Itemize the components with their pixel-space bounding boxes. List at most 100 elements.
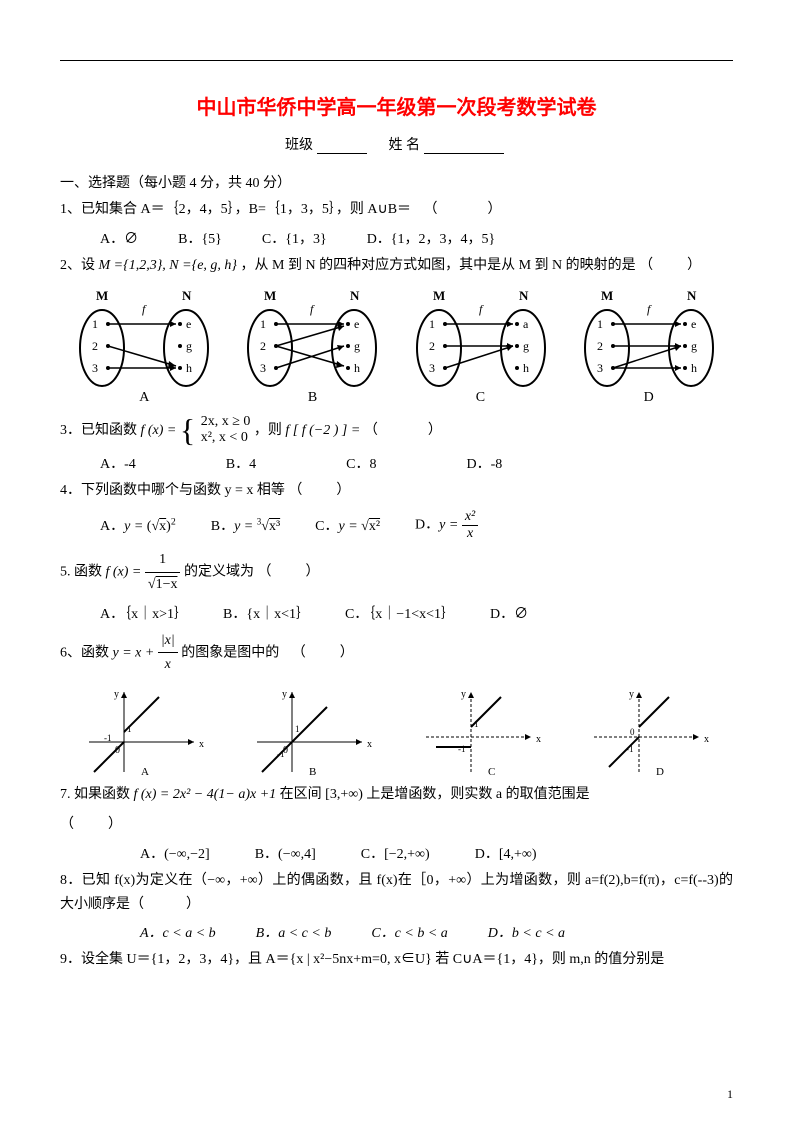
top-rule xyxy=(60,60,733,61)
question-6: 6、函数 y = x + |x| x 的图象是图中的 （ ） xyxy=(60,629,733,678)
exam-title: 中山市华侨中学高一年级第一次段考数学试卷 xyxy=(60,91,733,120)
q5-paren: （ ） xyxy=(257,565,321,580)
svg-text:N: N xyxy=(350,288,360,303)
q5-frac: 1 √1−x xyxy=(145,548,181,597)
q4-options: A．y = (√x)2 B．y = 3√x³ C．y = √x² D．y = x… xyxy=(100,509,733,542)
q6-paren: （ ） xyxy=(283,645,356,660)
q3-opt-d[interactable]: D．-8 xyxy=(466,453,502,473)
mapping-diagram-b: M N f 1 2 3 e g h xyxy=(242,288,382,388)
q1-paren: （ ） xyxy=(415,202,504,217)
q2-paren: （ ） xyxy=(639,258,703,273)
q7-opt-c[interactable]: C．[−2,+∞) xyxy=(361,843,430,863)
svg-text:e: e xyxy=(691,317,696,331)
q2-diagram-row: M N f 1 2 3 e g h M N f 1 2 3 e g xyxy=(60,288,733,388)
q7-opt-a[interactable]: A．(−∞,−2] xyxy=(140,843,210,863)
q3-paren: （ ） xyxy=(364,423,444,438)
q2-label-c[interactable]: C xyxy=(476,390,485,406)
q1-opt-d[interactable]: D．{1，2，3，4，5} xyxy=(367,228,496,248)
question-3: 3．已知函数 f (x) = { 2x, x ≥ 0 x², x < 0 ，则 … xyxy=(60,414,733,448)
q3-piecewise: 2x, x ≥ 0 x², x < 0 xyxy=(201,414,251,448)
q3-expr: f [ f (−2 ) ] = xyxy=(285,423,360,438)
svg-text:h: h xyxy=(354,361,360,375)
svg-text:x: x xyxy=(367,739,372,750)
q4-opt-d[interactable]: D．y = x²x xyxy=(415,509,478,542)
q7-expr: f (x) = 2x² − 4(1− a)x +1 xyxy=(134,787,277,802)
svg-text:3: 3 xyxy=(597,361,603,375)
q5-opt-b[interactable]: B．{x｜x<1｝ xyxy=(223,603,310,623)
q2-label-d[interactable]: D xyxy=(644,390,654,406)
question-2: 2、设 M ={1,2,3}, N ={e, g, h} ，从 M 到 N 的四… xyxy=(60,254,733,278)
q5-opt-a[interactable]: A．｛x｜x>1｝ xyxy=(100,603,188,623)
q1-options: A．∅ B．{5} C．{1，3} D．{1，2，3，4，5} xyxy=(100,228,733,248)
q5-opt-d[interactable]: D．∅ xyxy=(490,603,528,623)
svg-text:g: g xyxy=(691,339,697,353)
q6-prefix: 6、函数 xyxy=(60,645,109,660)
class-label: 班级 xyxy=(285,138,313,153)
svg-text:1: 1 xyxy=(295,724,300,734)
graph-c: xy 1-1 C xyxy=(416,687,546,777)
svg-text:h: h xyxy=(523,361,529,375)
class-blank[interactable] xyxy=(317,139,367,154)
q3-fx: f (x) = xyxy=(141,423,177,438)
name-label: 姓 名 xyxy=(389,138,421,153)
page-number: 1 xyxy=(727,1087,733,1102)
q2-label-b[interactable]: B xyxy=(308,390,317,406)
q7-opt-d[interactable]: D．[4,+∞) xyxy=(475,843,537,863)
q6-graphs: xy 0 -11 A xy 0 1-1 B xy 1-1 C xyxy=(60,687,733,777)
q4-text: 4．下列函数中哪个与函数 y = x 相等 xyxy=(60,483,285,498)
svg-text:2: 2 xyxy=(597,339,603,353)
svg-text:g: g xyxy=(186,339,192,353)
svg-text:M: M xyxy=(264,288,276,303)
svg-text:e: e xyxy=(354,317,359,331)
svg-text:B: B xyxy=(309,766,316,777)
svg-text:f: f xyxy=(142,302,147,316)
question-1: 1、已知集合 A＝｛2，4，5｝，B=｛1，3，5｝，则 A∪B＝ （ ） xyxy=(60,198,733,222)
q1-opt-b[interactable]: B．{5} xyxy=(178,228,222,248)
mapping-diagram-d: M N f 1 2 3 e g h xyxy=(579,288,719,388)
svg-text:e: e xyxy=(186,317,191,331)
svg-text:2: 2 xyxy=(260,339,266,353)
q8-opt-c[interactable]: C．c < b < a xyxy=(371,922,447,942)
q4-opt-b[interactable]: B．y = 3√x³ xyxy=(211,515,280,535)
svg-text:a: a xyxy=(523,317,529,331)
mapping-diagram-c: M N f 1 2 3 a g h xyxy=(411,288,551,388)
graph-b: xy 0 1-1 B xyxy=(247,687,377,777)
svg-text:1: 1 xyxy=(92,317,98,331)
q8-opt-d[interactable]: D．b < c < a xyxy=(488,922,565,942)
svg-text:x: x xyxy=(704,734,709,745)
q3-opt-c[interactable]: C．8 xyxy=(346,453,376,473)
q4-opt-c[interactable]: C．y = √x² xyxy=(315,515,380,535)
q5-options: A．｛x｜x>1｝ B．{x｜x<1｝ C．｛x｜−1<x<1｝ D．∅ xyxy=(100,603,733,623)
svg-text:y: y xyxy=(629,689,634,700)
q1-opt-a[interactable]: A．∅ xyxy=(100,228,138,248)
q2-prefix: 2、设 xyxy=(60,258,95,273)
q8-opt-b[interactable]: B．a < c < b xyxy=(256,922,332,942)
q5-fx: f (x) = xyxy=(106,565,142,580)
q3-opt-b[interactable]: B．4 xyxy=(226,453,256,473)
q7-opt-b[interactable]: B．(−∞,4] xyxy=(255,843,316,863)
q2-label-a[interactable]: A xyxy=(139,390,149,406)
q7-mid: 在区间 xyxy=(280,787,322,802)
q5-suffix: 的定义域为 xyxy=(184,565,254,580)
q5-opt-c[interactable]: C．｛x｜−1<x<1｝ xyxy=(345,603,455,623)
q8-opt-a[interactable]: A．c < a < b xyxy=(140,922,216,942)
q3-options: A．-4 B．4 C．8 D．-8 xyxy=(100,453,733,473)
svg-text:M: M xyxy=(433,288,445,303)
q3-opt-a[interactable]: A．-4 xyxy=(100,453,136,473)
section-1-heading: 一、选择题（每小题 4 分，共 40 分） xyxy=(60,172,733,192)
q3-line2: x², x < 0 xyxy=(201,430,251,447)
svg-text:2: 2 xyxy=(429,339,435,353)
svg-text:g: g xyxy=(354,339,360,353)
svg-text:M: M xyxy=(601,288,613,303)
q4-opt-a[interactable]: A．y = (√x)2 xyxy=(100,515,176,535)
q2-labels: A B C D xyxy=(60,390,733,406)
name-blank[interactable] xyxy=(424,139,504,154)
svg-text:M: M xyxy=(96,288,108,303)
q5-prefix: 5. 函数 xyxy=(60,565,102,580)
q3-mid: ，则 xyxy=(254,423,282,438)
q7-interval: [3,+∞) xyxy=(325,787,363,802)
svg-text:N: N xyxy=(519,288,529,303)
question-9: 9．设全集 U＝{1，2，3，4}，且 A＝{x | x²−5nx+m=0, x… xyxy=(60,948,733,972)
q1-opt-c[interactable]: C．{1，3} xyxy=(262,228,327,248)
svg-text:0: 0 xyxy=(630,727,635,737)
